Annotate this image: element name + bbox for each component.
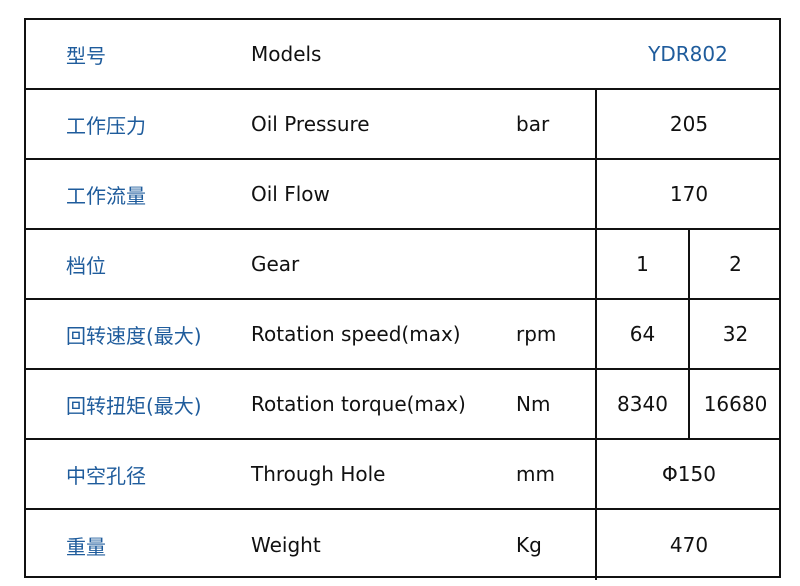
value-gear-1: 64 (595, 300, 688, 368)
label-en: Models (251, 42, 322, 66)
value: 170 (595, 160, 781, 228)
unit: Kg (516, 533, 542, 557)
label-en: Rotation torque(max) (251, 392, 466, 416)
label-en: Weight (251, 533, 321, 557)
spec-table: 型号 Models YDR802 工作压力 Oil Pressure bar 2… (24, 18, 781, 580)
value-gear-2: 2 (688, 230, 781, 298)
label-en: Oil Pressure (251, 112, 370, 136)
label-en: Gear (251, 252, 300, 276)
row-models: 型号 Models YDR802 (26, 20, 779, 90)
value-gear-2: 32 (688, 300, 781, 368)
row-gear: 档位 Gear 1 2 (26, 230, 779, 300)
label-cn: 工作流量 (66, 183, 146, 208)
unit: bar (516, 112, 550, 136)
value: 470 (595, 510, 781, 580)
label-cn: 重量 (66, 534, 106, 559)
label-cn: 回转扭矩(最大) (66, 393, 202, 418)
unit: rpm (516, 322, 557, 346)
label-cn: 中空孔径 (66, 463, 146, 488)
row-rotation-speed: 回转速度(最大) Rotation speed(max) rpm 64 32 (26, 300, 779, 370)
row-oil-flow: 工作流量 Oil Flow 170 (26, 160, 779, 230)
value: Φ150 (595, 440, 781, 508)
unit: mm (516, 462, 555, 486)
label-en: Rotation speed(max) (251, 322, 461, 346)
value-gear-1: 8340 (595, 370, 688, 438)
value: 205 (595, 90, 781, 158)
label-en: Oil Flow (251, 182, 330, 206)
model-value: YDR802 (648, 42, 728, 66)
label-cn: 档位 (66, 253, 106, 278)
row-oil-pressure: 工作压力 Oil Pressure bar 205 (26, 90, 779, 160)
label-en: Through Hole (251, 462, 386, 486)
label-cn: 型号 (66, 43, 106, 68)
label-cn: 工作压力 (66, 113, 146, 138)
label-cn: 回转速度(最大) (66, 323, 202, 348)
value-gear-1: 1 (595, 230, 688, 298)
row-weight: 重量 Weight Kg 470 (26, 510, 779, 580)
unit: Nm (516, 392, 551, 416)
row-rotation-torque: 回转扭矩(最大) Rotation torque(max) Nm 8340 16… (26, 370, 779, 440)
row-through-hole: 中空孔径 Through Hole mm Φ150 (26, 440, 779, 510)
value-gear-2: 16680 (688, 370, 781, 438)
